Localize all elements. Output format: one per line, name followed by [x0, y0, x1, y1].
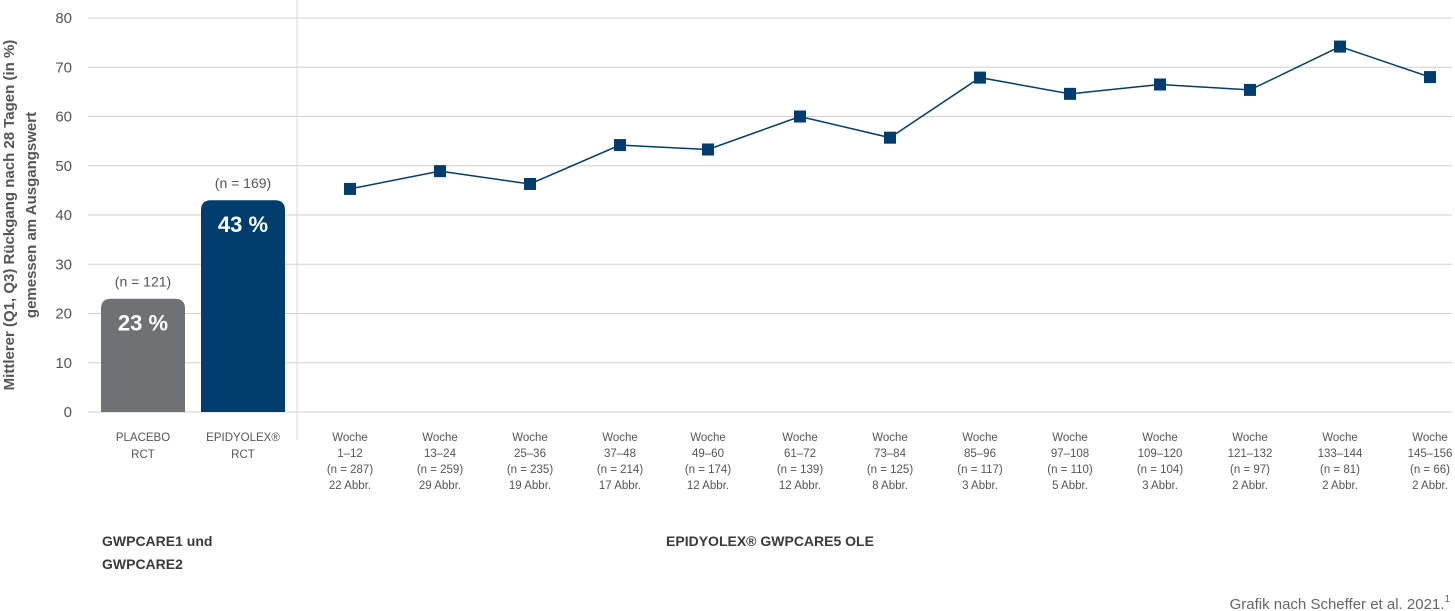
category-label: Woche [1142, 432, 1178, 444]
category-label: PLACEBO [116, 432, 170, 444]
data-point [1334, 40, 1346, 53]
y-tick-label: 0 [64, 404, 72, 421]
category-label: (n = 110) [1047, 464, 1093, 476]
category-label: 17 Abbr. [599, 480, 641, 492]
category-label: 2 Abbr. [1232, 480, 1268, 492]
category-label: (n = 259) [417, 464, 464, 476]
y-tick-label: 60 [55, 109, 72, 126]
category-label: (n = 104) [1137, 464, 1184, 476]
bar [201, 200, 285, 412]
category-label: Woche [422, 432, 458, 444]
category-label: Woche [1412, 432, 1448, 444]
bar-value-label: 43 % [218, 212, 268, 237]
category-label: Woche [962, 432, 998, 444]
bar [101, 298, 185, 412]
category-label: 1–12 [337, 448, 363, 460]
data-point [702, 143, 714, 156]
category-label: (n = 81) [1320, 464, 1360, 476]
data-point [1424, 71, 1436, 84]
group-label: GWPCARE1 und [102, 533, 212, 549]
data-point [794, 110, 806, 123]
category-label: Woche [512, 432, 548, 444]
category-label: Woche [332, 432, 368, 444]
category-label: 109–120 [1138, 448, 1183, 460]
category-label: Woche [872, 432, 908, 444]
category-label: Woche [602, 432, 638, 444]
category-label: 121–132 [1228, 448, 1273, 460]
category-label: Woche [1052, 432, 1088, 444]
category-label: 3 Abbr. [1142, 480, 1178, 492]
category-label: (n = 97) [1230, 464, 1270, 476]
category-label: Woche [1322, 432, 1358, 444]
category-label: (n = 214) [597, 464, 644, 476]
group-label: EPIDYOLEX® GWPCARE5 OLE [666, 533, 874, 549]
category-label: RCT [131, 449, 155, 461]
data-point [884, 131, 896, 144]
category-label: (n = 139) [777, 464, 824, 476]
category-label: 3 Abbr. [962, 480, 998, 492]
y-tick-label: 10 [55, 355, 72, 372]
category-label: 13–24 [424, 448, 457, 460]
category-label: (n = 125) [867, 464, 914, 476]
category-label: 73–84 [874, 448, 907, 460]
category-label: 61–72 [784, 448, 816, 460]
y-tick-label: 20 [55, 306, 72, 323]
category-label: (n = 117) [957, 464, 1003, 476]
category-label: 5 Abbr. [1052, 480, 1088, 492]
bar-n-label: (n = 169) [215, 175, 271, 191]
category-label: (n = 287) [327, 464, 374, 476]
data-point [524, 177, 536, 190]
series-line [349, 45, 1431, 190]
category-label: Woche [690, 432, 726, 444]
data-point [1154, 78, 1166, 91]
category-label: 29 Abbr. [419, 480, 461, 492]
category-label: 37–48 [604, 448, 636, 460]
group-label: GWPCARE2 [102, 556, 183, 572]
category-label: EPIDYOLEX® [206, 432, 280, 444]
y-axis-label: gemessen am Ausgangswert [23, 112, 40, 318]
category-label: 97–108 [1051, 448, 1089, 460]
y-tick-label: 70 [55, 59, 72, 76]
category-label: 2 Abbr. [1412, 480, 1448, 492]
category-label: (n = 174) [685, 464, 732, 476]
category-label: 22 Abbr. [329, 480, 371, 492]
category-label: Woche [782, 432, 818, 444]
data-point [434, 165, 446, 178]
y-tick-label: 30 [55, 256, 72, 273]
bar-n-label: (n = 121) [115, 274, 171, 290]
y-tick-label: 40 [55, 207, 72, 224]
y-tick-label: 80 [55, 10, 72, 27]
category-label: (n = 66) [1410, 464, 1450, 476]
category-label: (n = 235) [507, 464, 554, 476]
category-label: 19 Abbr. [509, 480, 551, 492]
category-label: 8 Abbr. [872, 480, 908, 492]
category-label: 145–156 [1408, 448, 1453, 460]
category-label: 12 Abbr. [779, 480, 821, 492]
data-point [614, 139, 626, 152]
category-label: Woche [1232, 432, 1268, 444]
y-axis-label: Mittlerer (Q1, Q3) Rückgang nach 28 Tage… [1, 40, 18, 391]
data-point [344, 182, 356, 195]
data-point [1064, 87, 1076, 100]
category-label: 85–96 [964, 448, 996, 460]
category-label: RCT [231, 449, 255, 461]
y-tick-label: 50 [55, 158, 72, 175]
source-note: Grafik nach Scheffer et al. 2021.1 [1230, 594, 1451, 611]
data-point [1244, 83, 1256, 96]
category-label: 49–60 [692, 448, 724, 460]
category-label: 25–36 [514, 448, 546, 460]
bar-value-label: 23 % [118, 311, 168, 336]
data-point [974, 71, 986, 84]
category-label: 2 Abbr. [1322, 480, 1358, 492]
category-label: 133–144 [1318, 448, 1363, 460]
category-label: 12 Abbr. [687, 480, 729, 492]
